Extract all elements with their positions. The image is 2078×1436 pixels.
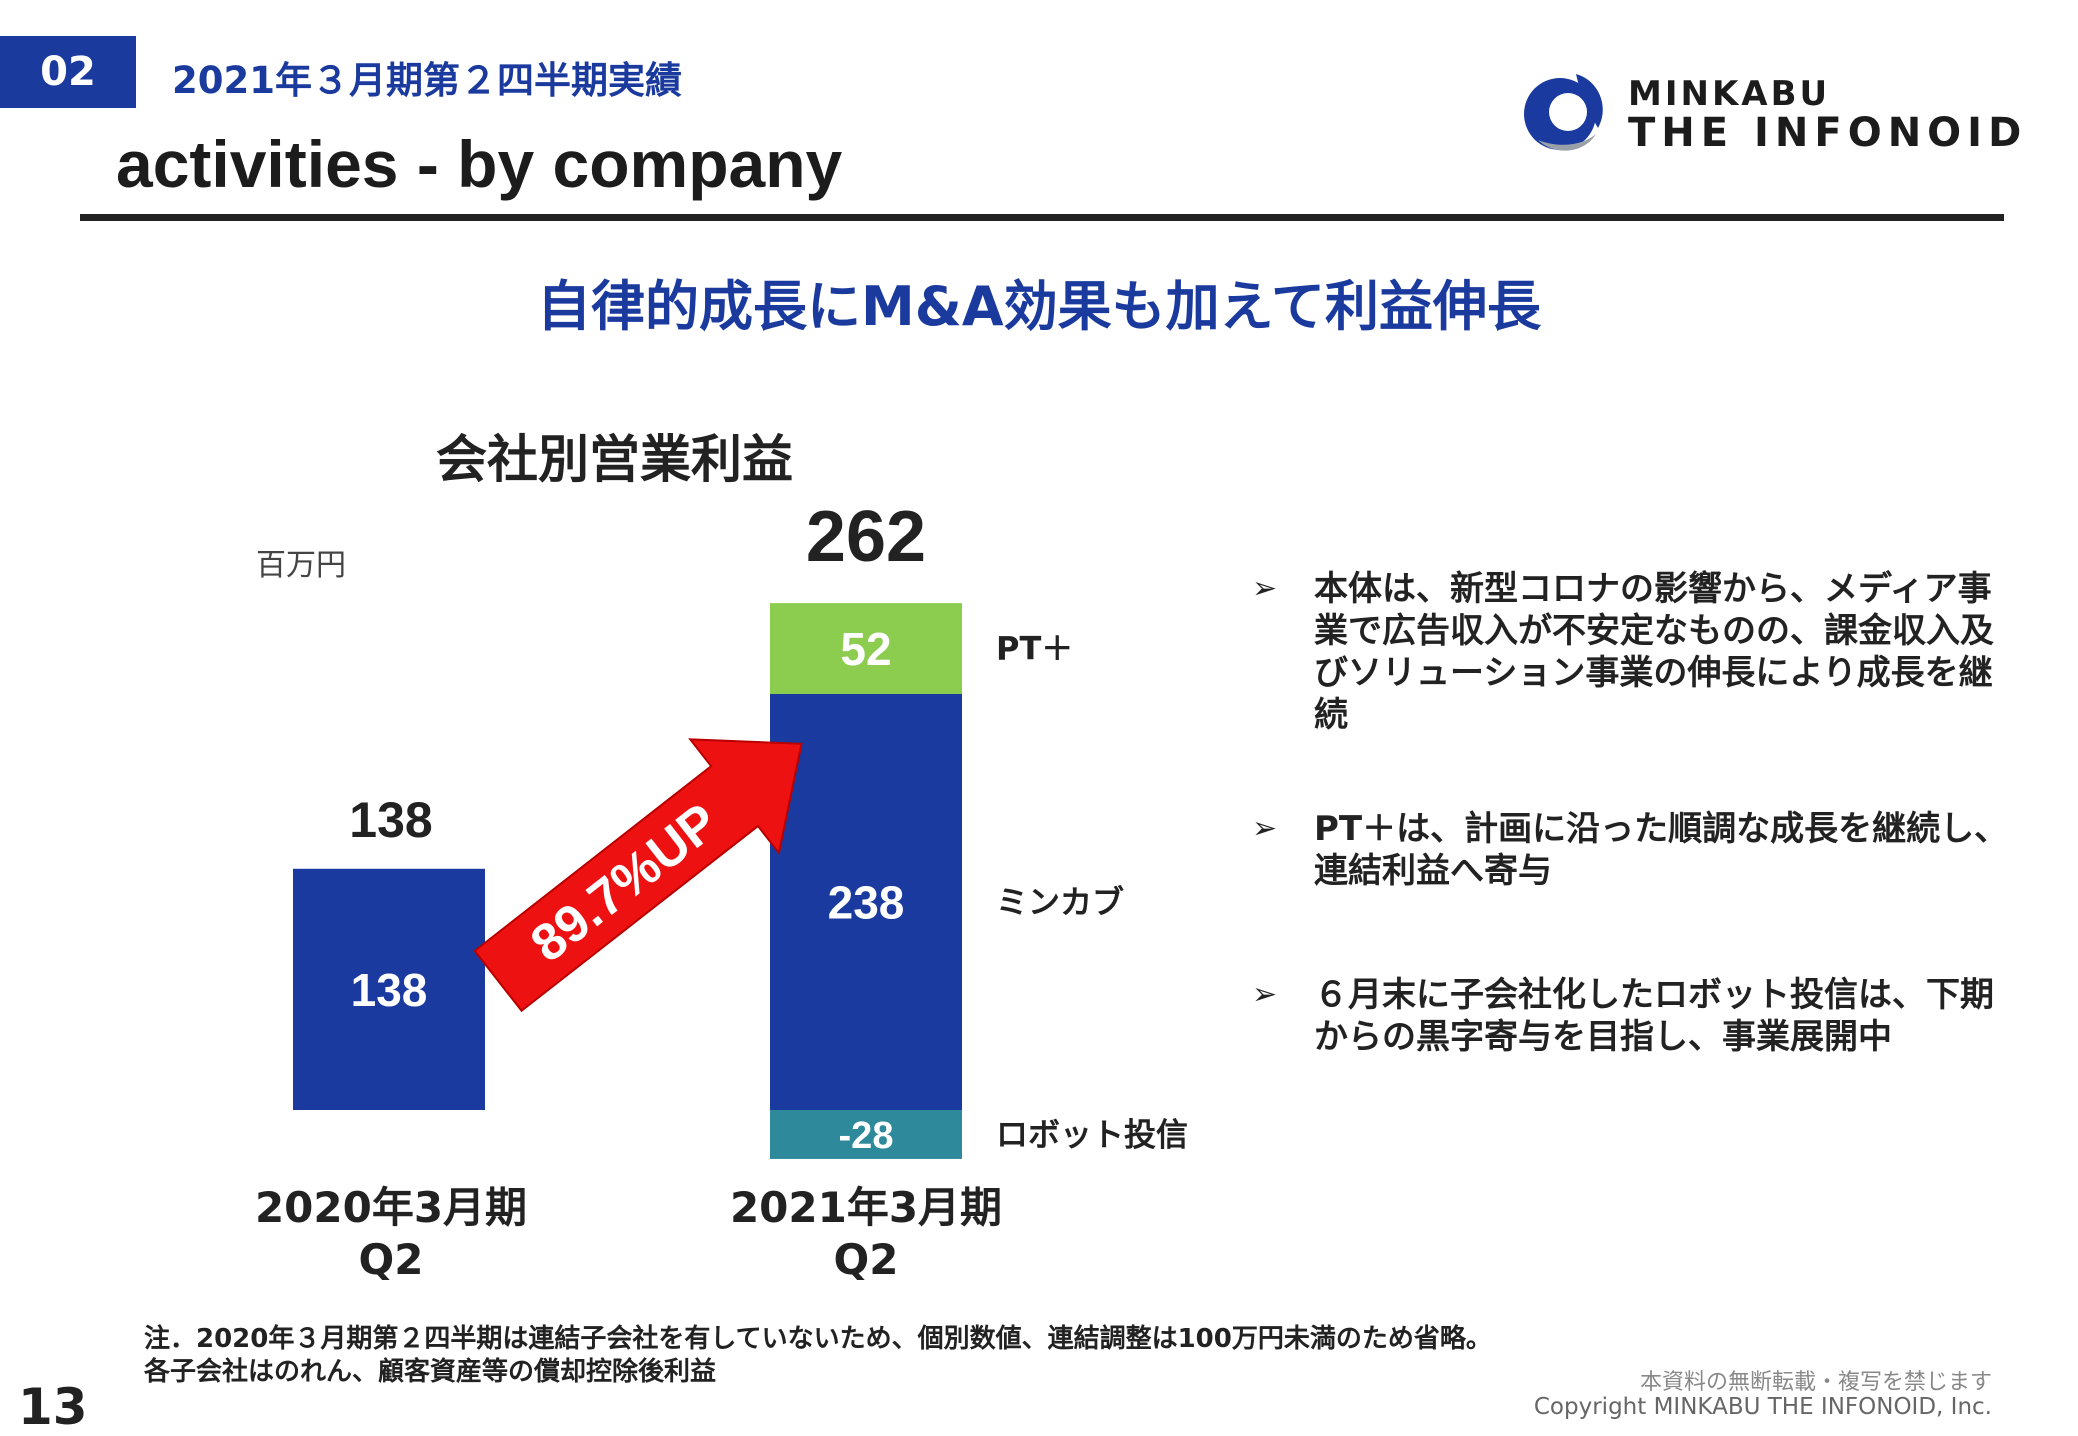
bar-segment (770, 1110, 962, 1159)
bar-segment (293, 868, 485, 1110)
bullet-arrow-icon: ➢ (1252, 977, 1278, 1012)
bar-segment (770, 603, 962, 694)
footer-notice: 本資料の無断転載・複写を禁じます (1639, 1370, 1992, 1395)
bullet-text: PT＋は、計画に沿った順調な成長を継続し、連結利益へ寄与 (1314, 809, 2009, 891)
brand-name-line2: THE INFONOID (1628, 110, 2028, 156)
brand-name-line1: MINKABU (1628, 74, 1831, 114)
page-title: activities - by company (116, 127, 843, 201)
bullet-item: ➢ PT＋は、計画に沿った順調な成長を継続し、連結利益へ寄与 (1252, 808, 2022, 892)
category-label: 2021年3月期 (730, 1183, 1002, 1232)
bullet-item: ➢ ６月末に子会社化したロボット投信は、下期からの黒字寄与を目指し、事業展開中 (1252, 974, 2022, 1058)
section-title: 2021年３月期第２四半期実績 (172, 59, 682, 102)
chart-unit-label: 百万円 (256, 548, 346, 583)
growth-arrow-shape (473, 738, 803, 1013)
footer-copyright: Copyright MINKABU THE INFONOID, Inc. (1533, 1394, 1992, 1420)
footnote-line1: 注．2020年３月期第２四半期は連結子会社を有していないため、個別数値、連結調整… (144, 1324, 1492, 1354)
bar-total-label: 262 (806, 497, 926, 577)
bullet-text: 本体は、新型コロナの影響から、メディア事業で広告収入が不安定なものの、課金収入及… (1314, 569, 1994, 735)
chart-title: 会社別営業利益 (436, 431, 794, 490)
category-label: 2020年3月期 (255, 1183, 527, 1232)
bar-total-label: 138 (349, 792, 432, 848)
bullet-arrow-icon: ➢ (1252, 571, 1278, 606)
category-label: Q2 (834, 1235, 899, 1284)
bullet-item: ➢ 本体は、新型コロナの影響から、メディア事業で広告収入が不安定なものの、課金収… (1252, 568, 2022, 736)
title-divider (80, 214, 2004, 221)
footnote-line2: 各子会社はのれん、顧客資産等の償却控除後利益 (144, 1357, 717, 1387)
bar-value-label: -28 (839, 1115, 894, 1157)
page-number: 13 (18, 1378, 88, 1436)
series-label: PT＋ (996, 630, 1073, 668)
bullet-arrow-icon: ➢ (1252, 811, 1278, 846)
bar-value-label: 52 (840, 623, 891, 675)
growth-annotation-label: 89.7%UP (520, 793, 729, 974)
bullet-text: ６月末に子会社化したロボット投信は、下期からの黒字寄与を目指し、事業展開中 (1314, 975, 1994, 1057)
section-number-badge: 02 (0, 36, 136, 108)
bar-segment (770, 694, 962, 1110)
category-label: Q2 (359, 1235, 424, 1284)
bar-value-label: 138 (351, 964, 428, 1016)
bar-value-label: 238 (828, 877, 905, 929)
headline: 自律的成長にM&A効果も加えて利益伸長 (537, 275, 1541, 338)
series-label: ミンカブ (996, 883, 1124, 921)
series-label: ロボット投信 (996, 1115, 1188, 1153)
minkabu-logo-icon (1524, 74, 1603, 151)
